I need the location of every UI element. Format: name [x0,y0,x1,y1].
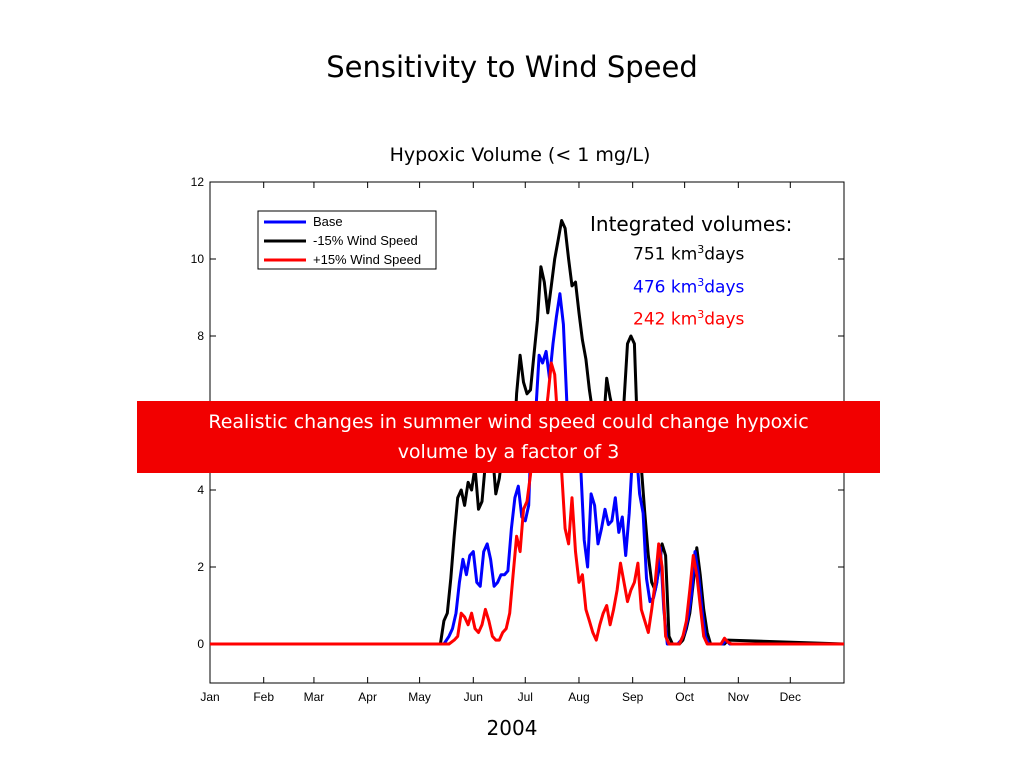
y-tick-label: 12 [191,175,205,189]
x-tick-label-apr: Apr [358,690,377,704]
series-line-15-wind-speed [210,361,844,646]
integrated-volume-base: 476 km3days [633,275,745,298]
y-tick-label: 4 [197,483,204,497]
x-tick-label-aug: Aug [568,690,589,704]
legend-label-base: Base [313,214,343,229]
banner-line-1: Realistic changes in summer wind speed c… [208,411,809,433]
x-tick-label-jul: Jul [518,690,533,704]
y-tick-label: 2 [197,560,204,574]
integrated-volumes-heading: Integrated volumes: [590,212,793,236]
legend-label-minus15: -15% Wind Speed [313,233,418,248]
x-tick-label-mar: Mar [304,690,325,704]
x-tick-label-feb: Feb [253,690,274,704]
x-tick-label-sep: Sep [622,690,644,704]
x-tick-label-oct: Oct [675,690,694,704]
chart-title: Hypoxic Volume (< 1 mg/L) [389,144,651,166]
y-tick-label: 0 [197,637,204,651]
integrated-volume-plus15: 242 km3days [633,308,745,330]
y-tick-label: 8 [197,329,204,343]
x-tick-label-jan: Jan [200,690,219,704]
y-axis-ticks: 024681012 [191,175,844,651]
integrated-volume-minus15: 751 km3days [633,243,745,265]
y-tick-label: 10 [191,252,205,266]
legend: Base -15% Wind Speed +15% Wind Speed [257,210,437,270]
x-axis-label: 2004 [486,716,538,740]
callout-banner: Realistic changes in summer wind speed c… [137,401,880,473]
x-tick-label-may: May [408,690,431,704]
banner-line-2: volume by a factor of 3 [397,441,620,463]
x-tick-label-dec: Dec [780,690,801,704]
x-tick-label-nov: Nov [728,690,749,704]
x-axis-ticks: Jan Feb Mar Apr May Jun Jul Aug Sep Oct Nov Dec [200,182,801,704]
slide-title: Sensitivity to Wind Speed [326,50,698,84]
x-tick-label-jun: Jun [464,690,483,704]
legend-label-plus15: +15% Wind Speed [313,252,421,267]
integrated-volumes-annotation: Integrated volumes: 751 km3days 476 km3d… [590,212,792,334]
